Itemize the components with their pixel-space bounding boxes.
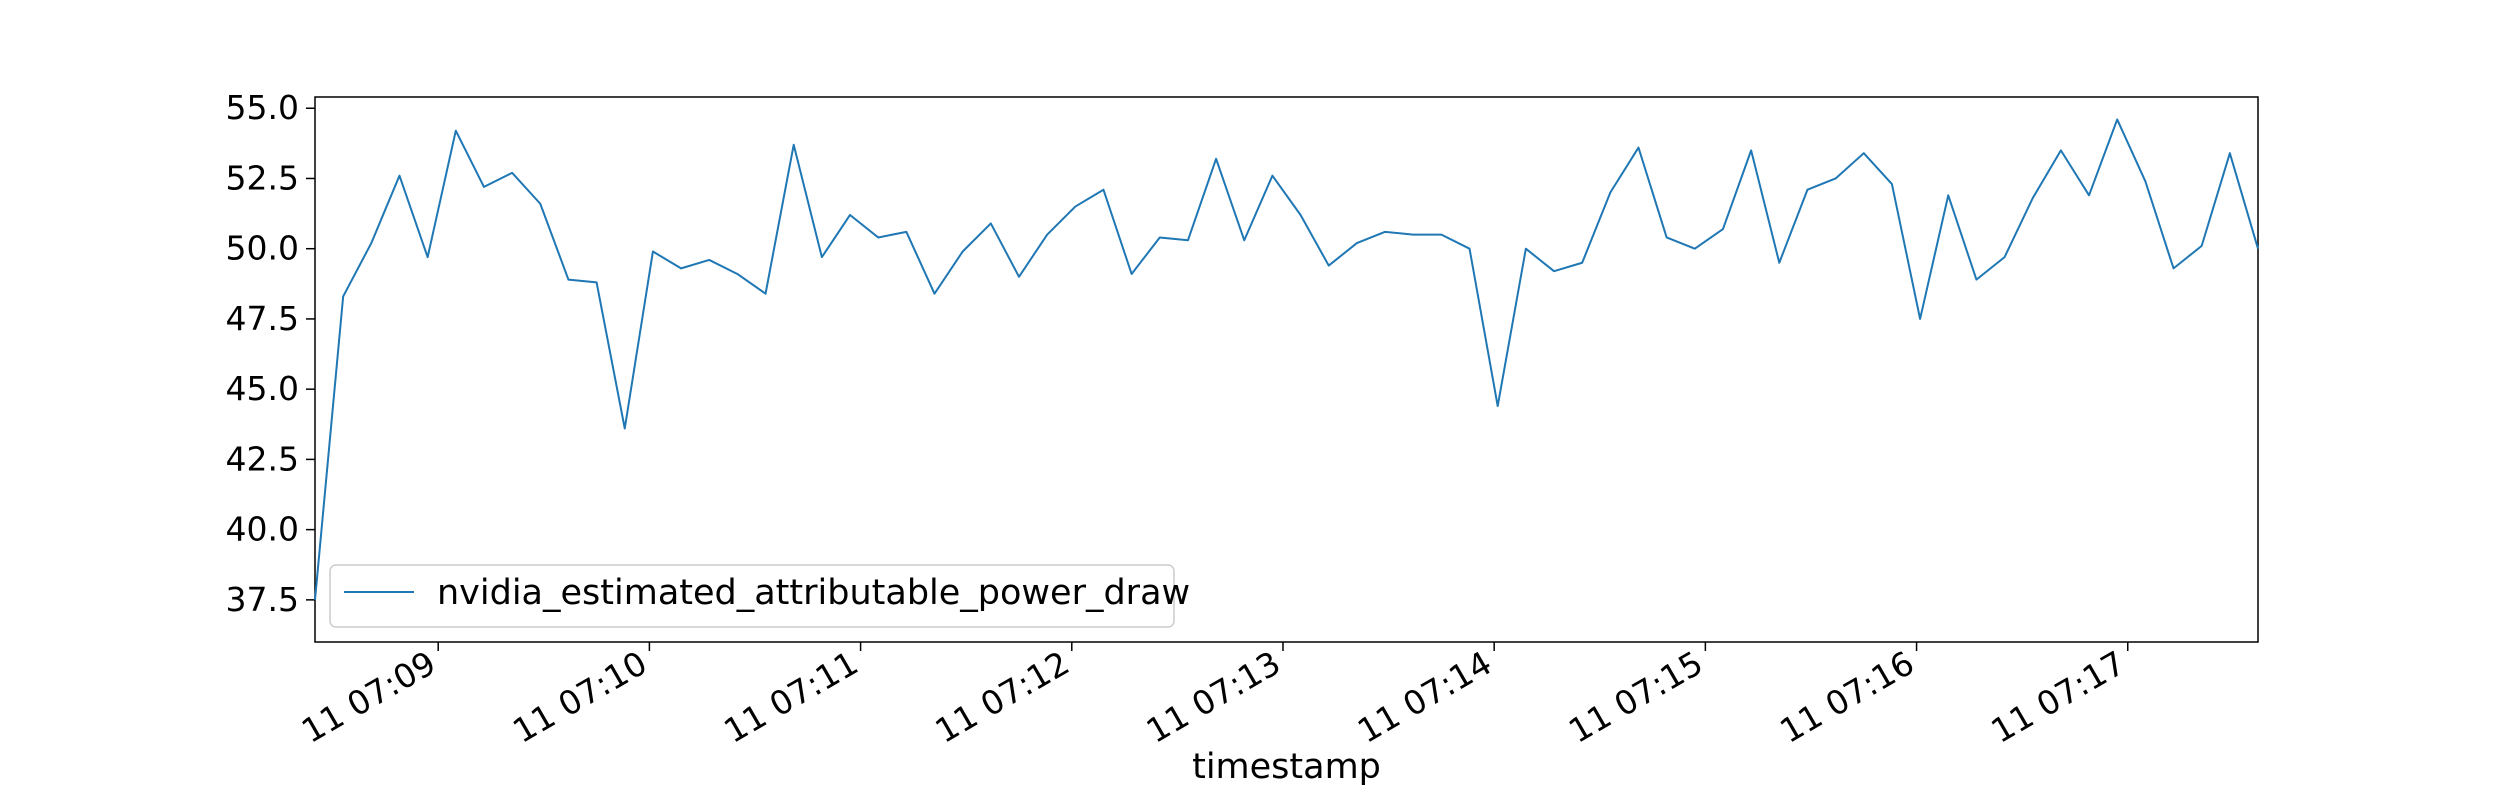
legend: nvidia_estimated_attributable_power_draw [329,564,1190,628]
y-tick-label: 42.5 [226,439,299,478]
x-axis-label: timestamp [1192,747,1381,787]
plot-frame [314,96,2259,643]
y-tick-label: 50.0 [226,229,299,268]
legend-box [329,564,1175,628]
y-tick-label: 40.0 [226,510,299,549]
y-tick-label: 45.0 [226,369,299,408]
y-tick-label: 52.5 [226,158,299,197]
series-layer [314,118,2259,600]
series-line [314,118,2259,600]
y-tick-label: 47.5 [226,299,299,338]
legend-label: nvidia_estimated_attributable_power_draw [437,573,1190,613]
y-axis: 37.5 40.0 42.5 45.0 47.5 50.0 52.5 55.0 [226,88,315,619]
y-tick-label: 55.0 [226,88,299,127]
y-tick-label: 37.5 [226,580,299,619]
